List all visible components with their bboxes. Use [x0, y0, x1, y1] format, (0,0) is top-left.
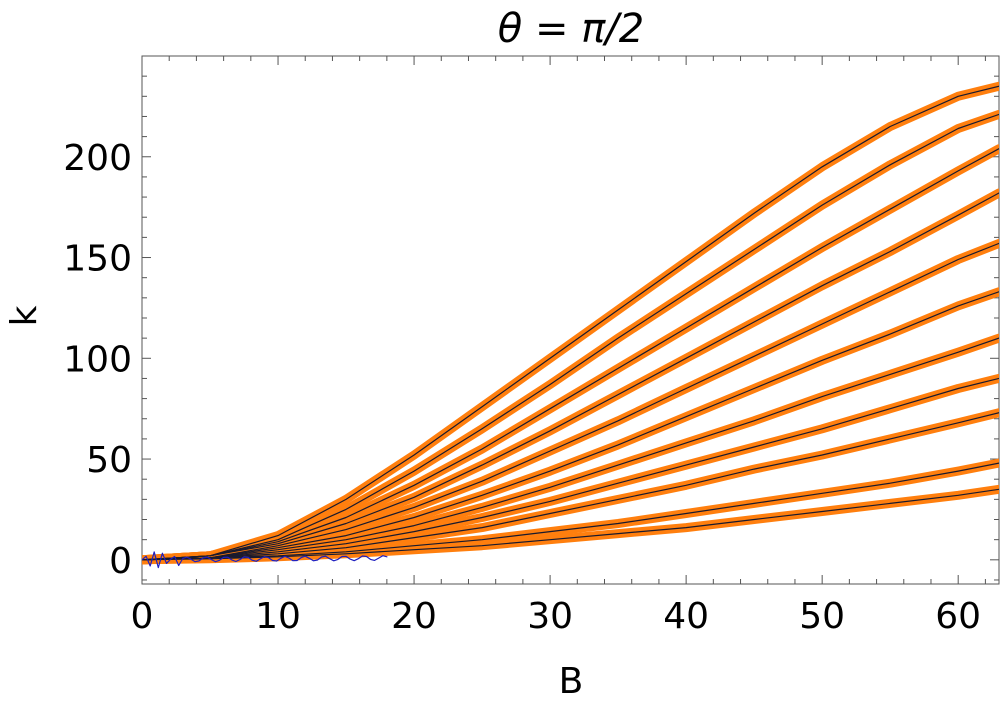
x-tick-label: 0 [131, 596, 154, 637]
plot-area: 0 10 20 30 40 50 60 0 50 100 150 200 [63, 55, 1000, 637]
chart-title: θ = π/2 [498, 6, 644, 52]
y-tick-label: 100 [63, 339, 132, 380]
series-numeric-line-10 [142, 462, 999, 561]
series-numeric-line-7 [142, 337, 999, 561]
series-numeric-line-1 [142, 85, 999, 561]
y-tick-label: 200 [63, 138, 132, 179]
numeric-noise-line [142, 551, 388, 569]
y-axis-label: k [4, 305, 45, 326]
x-tick-label: 30 [527, 596, 573, 637]
series-numeric-line-9 [142, 412, 999, 561]
x-tick-label: 40 [663, 596, 709, 637]
y-tick-label: 150 [63, 239, 132, 280]
x-tick-label: 60 [935, 596, 981, 637]
series-numeric-line-5 [142, 242, 999, 561]
series-numeric-line-2 [142, 113, 999, 561]
x-tick-label: 50 [799, 596, 845, 637]
series-numeric-line-4 [142, 192, 999, 561]
y-tick-label: 0 [109, 541, 132, 582]
series-numeric-line-8 [142, 377, 999, 561]
plot-frame [141, 55, 1000, 585]
y-tick-label: 50 [86, 440, 132, 481]
series-fit-line-6 [142, 287, 999, 565]
x-tick-label: 10 [255, 596, 301, 637]
series-numeric-line-3 [142, 148, 999, 561]
x-axis-label: B [559, 661, 584, 700]
series-numeric-line-11 [142, 488, 999, 561]
series-group [142, 81, 999, 569]
x-tick-label: 20 [391, 596, 437, 637]
series-numeric-line-6 [142, 291, 999, 561]
